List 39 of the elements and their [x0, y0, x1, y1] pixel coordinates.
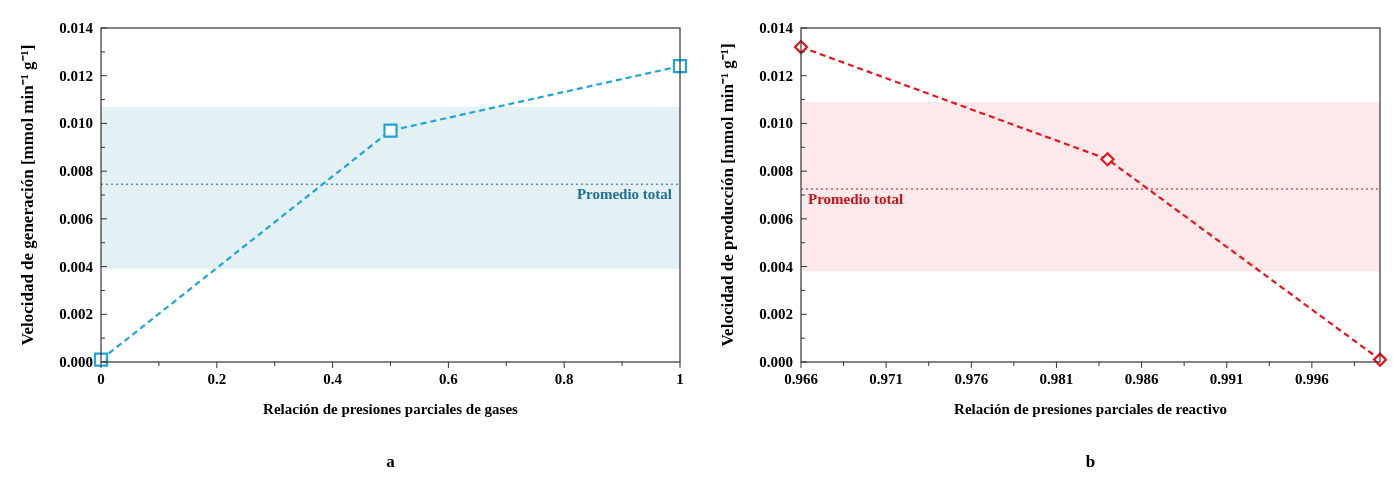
y-tick-label: 0.014	[759, 20, 794, 36]
y-tick-label: 0.010	[759, 115, 793, 132]
y-axis-title: Velocidad de generación [mmol min⁻¹ g⁻¹]	[18, 44, 37, 346]
x-tick-label: 0.981	[1039, 371, 1074, 387]
y-tick-label: 0.006	[59, 210, 94, 227]
y-tick-label: 0.008	[759, 163, 793, 180]
y-tick-label: 0.012	[759, 67, 793, 84]
ref-line-label: Promedio total	[808, 191, 904, 208]
y-tick-label: 0.010	[59, 115, 93, 132]
ref-line-label: Promedio total	[576, 186, 672, 203]
x-tick-label: 0.4	[323, 371, 343, 387]
x-axis-title: Relación de presiones parciales de gases	[263, 401, 519, 417]
x-tick-label: 0.8	[554, 371, 574, 387]
x-tick-label: 0.971	[869, 371, 904, 387]
text: a	[386, 452, 396, 471]
y-tick-label: 0.014	[59, 20, 94, 36]
point	[383, 123, 398, 138]
x-tick-label: 0.986	[1124, 371, 1159, 387]
x-tick-label: 0.2	[207, 371, 227, 387]
text: b	[1085, 452, 1096, 471]
x-tick-label: 0.991	[1209, 371, 1244, 387]
x-tick-label: 0.976	[954, 371, 989, 387]
x-axis-title: Relación de presiones parciales de reactivo	[954, 401, 1227, 417]
y-tick-label: 0.000	[759, 354, 793, 370]
x-tick-label: 1	[676, 371, 684, 387]
y-tick-label: 0.002	[59, 306, 93, 323]
y-tick-label: 0.004	[759, 258, 794, 275]
y-tick-label: 0.000	[59, 354, 93, 370]
x-tick-label: 0.966	[784, 371, 819, 387]
x-tick-label: 0.996	[1295, 371, 1330, 387]
y-tick-label: 0.012	[59, 67, 93, 84]
y-axis-title: Velocidad de producción [mmol min⁻¹ g⁻¹]	[718, 43, 737, 347]
point	[1100, 152, 1115, 167]
x-tick-label: 0.6	[439, 371, 459, 387]
y-tick-label: 0.002	[759, 306, 793, 323]
y-tick-label: 0.006	[759, 210, 794, 227]
y-tick-label: 0.008	[59, 163, 93, 180]
x-tick-label: 0	[97, 371, 105, 387]
y-tick-label: 0.004	[59, 258, 94, 275]
